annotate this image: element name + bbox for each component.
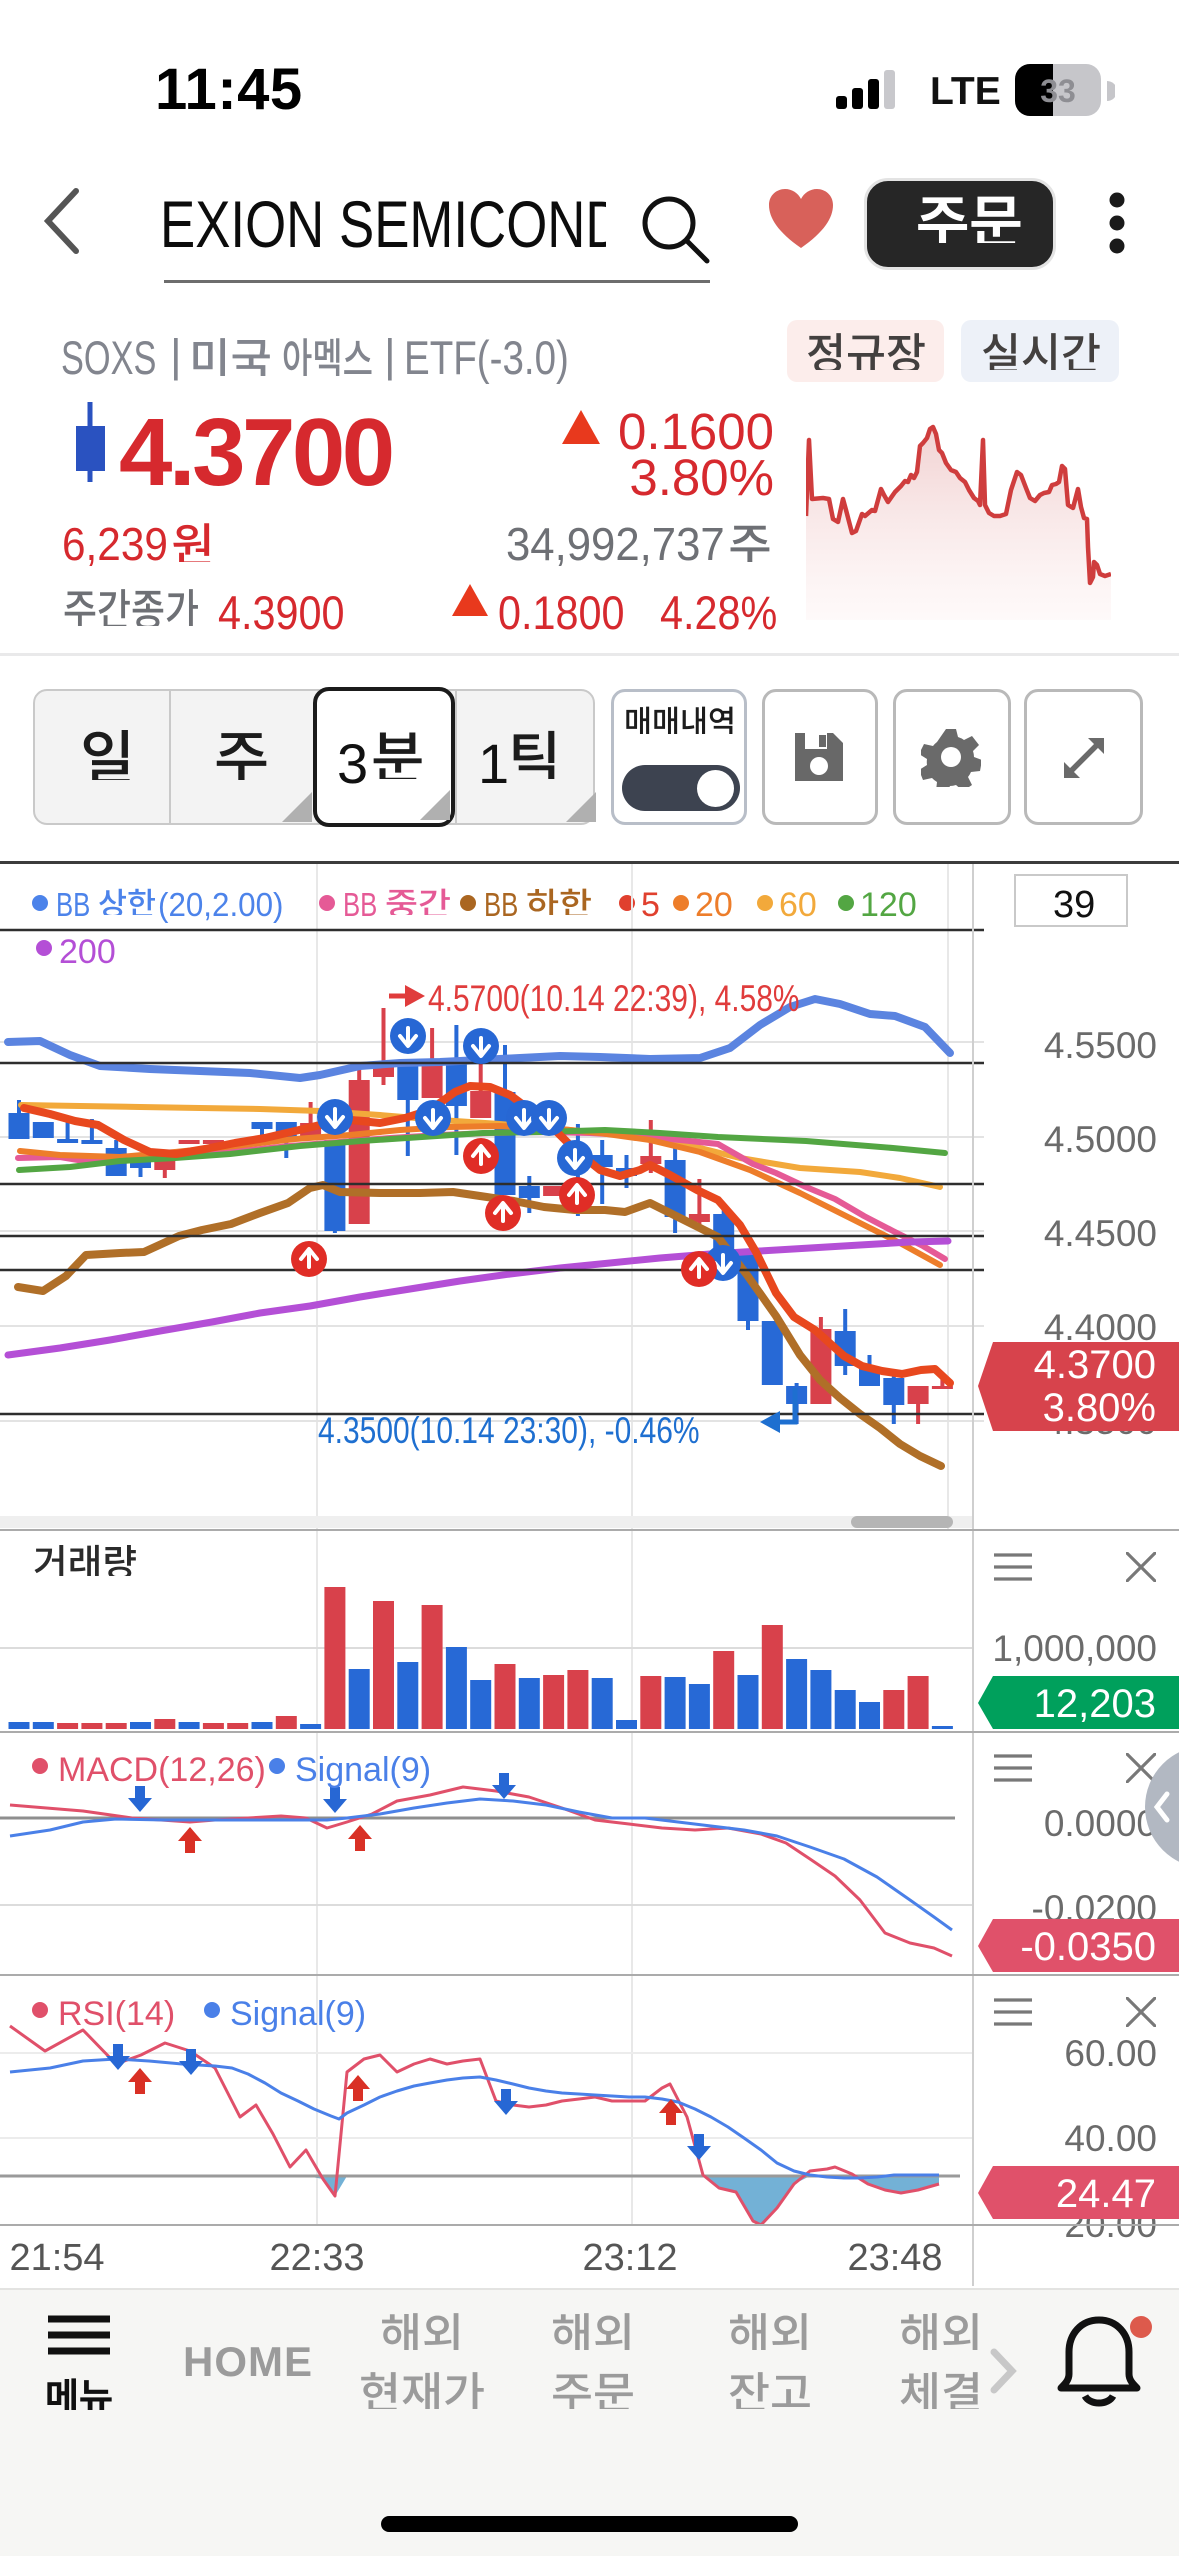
svg-text:33: 33 [1040, 73, 1076, 109]
svg-text:3.80%: 3.80% [1043, 1386, 1156, 1430]
svg-text:4.3700: 4.3700 [1034, 1343, 1156, 1387]
svg-text:12,203: 12,203 [1034, 1682, 1156, 1726]
svg-text:24.47: 24.47 [1056, 2172, 1156, 2216]
svg-text:-0.0350: -0.0350 [1020, 1925, 1156, 1969]
